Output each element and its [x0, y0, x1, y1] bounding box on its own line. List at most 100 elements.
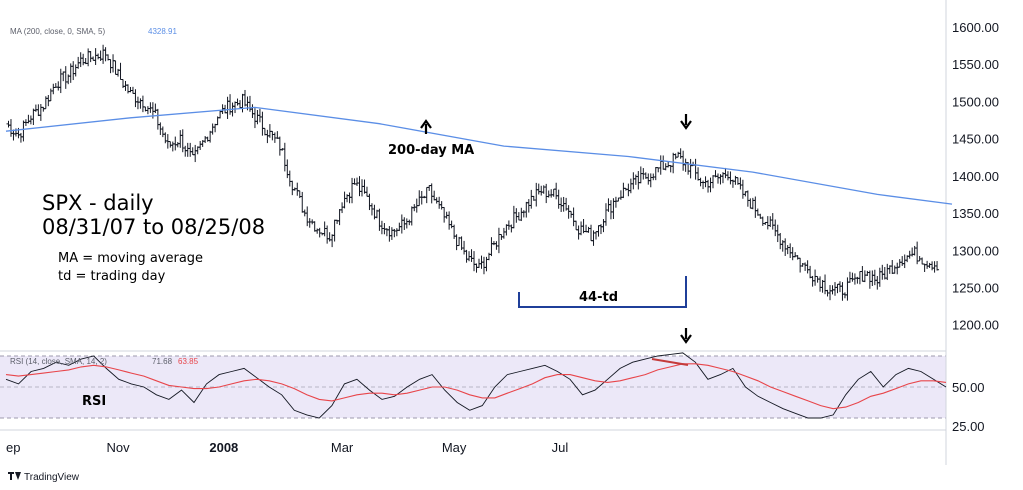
time-tick-label: Mar: [331, 440, 354, 455]
candle: [257, 108, 262, 123]
candle: [885, 263, 890, 281]
candle: [561, 196, 566, 212]
candle: [519, 207, 524, 222]
candle: [850, 272, 855, 282]
candle: [765, 216, 770, 230]
candle: [287, 170, 292, 187]
time-tick-label: May: [442, 440, 467, 455]
candle: [818, 276, 823, 292]
chart-subtitle: 08/31/07 to 08/25/08: [42, 215, 265, 239]
candle: [407, 219, 412, 226]
note-ma: MA = moving average: [58, 251, 203, 266]
price-tick-label: 1300.00: [952, 243, 999, 258]
candle: [539, 185, 544, 196]
up-arrow-icon: [420, 119, 432, 134]
candle: [835, 283, 840, 294]
candle: [342, 191, 347, 209]
price-axis: 1600.00 1550.00 1500.00 1450.00 1400.00 1350.…: [952, 20, 999, 333]
price-tick-label: 1250.00: [952, 280, 999, 295]
candle: [621, 182, 626, 199]
candle: [601, 219, 606, 233]
candle: [638, 166, 643, 184]
candle: [805, 260, 810, 274]
candle: [501, 227, 506, 239]
candle: [252, 108, 257, 129]
candle: [628, 178, 633, 194]
candle: [190, 147, 195, 156]
candle: [242, 89, 247, 107]
candle: [810, 275, 815, 287]
candle: [618, 190, 623, 200]
candle: [536, 183, 541, 195]
candle: [740, 179, 745, 199]
candle: [330, 234, 335, 248]
candle: [725, 171, 730, 181]
candle: [140, 95, 145, 113]
bracket-44td: [518, 276, 687, 308]
candle: [153, 103, 158, 114]
candle: [681, 150, 686, 171]
candle: [631, 172, 636, 190]
candle: [706, 179, 711, 193]
price-tick-label: 1400.00: [952, 169, 999, 184]
candle: [454, 234, 459, 251]
candle: [307, 218, 312, 228]
candle: [210, 123, 215, 135]
candle: [902, 254, 907, 269]
candle: [549, 189, 554, 198]
candle: [387, 226, 392, 242]
candle: [701, 180, 706, 190]
price-tick-label: 1200.00: [952, 318, 999, 333]
down-arrow-icon: [680, 328, 692, 344]
candle: [935, 261, 940, 271]
candle: [340, 202, 345, 214]
candle: [589, 224, 594, 242]
candle: [870, 270, 875, 287]
candle: [636, 171, 641, 190]
candle: [173, 136, 178, 151]
candle: [708, 177, 713, 193]
candle: [715, 173, 720, 184]
candle: [489, 237, 494, 257]
candle: [160, 126, 165, 138]
candle: [41, 106, 46, 112]
candle: [409, 206, 414, 226]
candle: [145, 106, 150, 115]
candle: [26, 114, 31, 124]
candle: [877, 267, 882, 287]
candle: [282, 142, 287, 172]
candle: [671, 152, 676, 174]
candle: [255, 109, 260, 125]
candle: [930, 261, 935, 271]
candle: [58, 68, 63, 94]
time-tick-label: ep: [6, 440, 20, 455]
candle: [845, 277, 850, 301]
candle: [108, 59, 113, 74]
candle: [840, 282, 845, 301]
candle: [238, 100, 243, 109]
candle: [683, 158, 688, 172]
candle: [223, 104, 228, 114]
candle: [101, 44, 106, 64]
candle: [566, 205, 571, 219]
ma-indicator-value: 4328.91: [148, 27, 177, 36]
candle: [130, 86, 135, 94]
tradingview-logo-icon: [8, 472, 21, 480]
candle: [96, 53, 101, 60]
time-tick-label: Jul: [552, 440, 569, 455]
time-tick-label: 2008: [209, 440, 238, 455]
candle: [783, 238, 788, 256]
time-tick-label: Nov: [106, 440, 130, 455]
candle: [31, 108, 36, 125]
candle: [21, 120, 26, 142]
candle: [927, 262, 932, 268]
candle: [447, 211, 452, 230]
candle: [91, 56, 96, 61]
candle: [233, 101, 238, 114]
candle: [596, 225, 601, 237]
candle: [203, 136, 208, 144]
candle: [745, 190, 750, 207]
candle: [750, 197, 755, 210]
candle: [474, 263, 479, 273]
